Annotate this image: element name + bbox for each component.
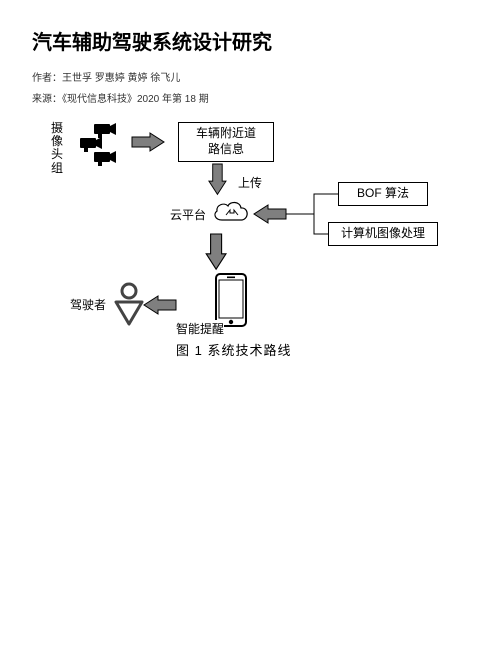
camera-group-label: 摄像头组 [50,122,64,175]
authors-line: 作者：王世孚 罗惠婷 黄婷 徐飞儿 [32,69,470,84]
source-line: 来源：《现代信息科技》2020 年第 18 期 [32,90,470,105]
driver-icon [112,282,146,326]
driver-label: 驾驶者 [70,296,106,313]
edge-label-upload: 上传 [238,174,262,191]
node-bof: BOF 算法 [338,182,428,206]
system-flowchart: 摄像头组 车辆附近道路信息 上传 云平台 BOF 算法 计算机图像处理 智能提醒… [46,116,456,406]
cloud-label: 云平台 [170,206,206,223]
phone-label: 智能提醒 [176,320,224,337]
camera-group-icon [66,120,126,170]
cloud-icon [210,198,252,228]
node-road-info: 车辆附近道路信息 [178,122,274,162]
page-title: 汽车辅助驾驶系统设计研究 [32,26,470,55]
figure-caption: 图 1 系统技术路线 [176,340,291,359]
node-imgproc: 计算机图像处理 [328,222,438,246]
